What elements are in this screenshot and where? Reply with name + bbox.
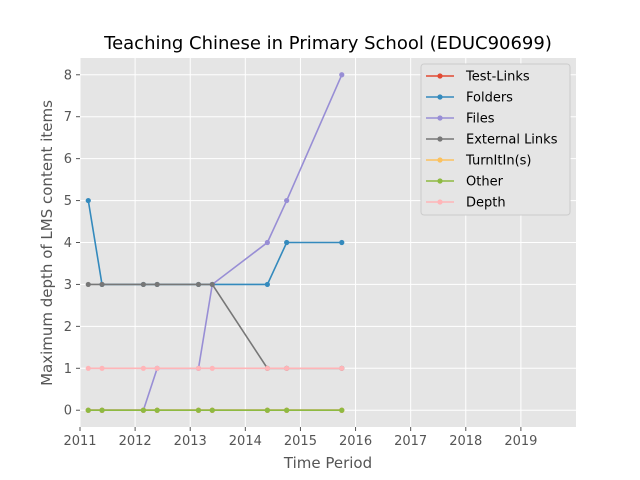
data-point bbox=[140, 365, 146, 371]
x-tick-label: 2014 bbox=[229, 434, 262, 449]
x-tick-label: 2018 bbox=[449, 434, 482, 449]
data-point bbox=[339, 72, 345, 78]
y-tick-label: 7 bbox=[64, 110, 72, 125]
legend-marker bbox=[437, 136, 443, 142]
y-tick-label: 5 bbox=[64, 194, 72, 209]
legend-box bbox=[420, 63, 571, 216]
data-point bbox=[195, 407, 202, 413]
x-axis-ticks: 2011 2012 2013 2014 2015 2016 2017 2018 2019 bbox=[63, 427, 537, 449]
legend-label: Folders bbox=[466, 91, 513, 106]
data-point bbox=[195, 281, 202, 288]
x-tick-label: 2012 bbox=[119, 434, 152, 449]
legend: Test-Links Folders Files External Links Turn… bbox=[420, 63, 571, 216]
data-point bbox=[99, 365, 105, 371]
data-point bbox=[99, 281, 105, 288]
x-tick-label: 2011 bbox=[63, 434, 96, 449]
series-layer bbox=[85, 72, 345, 413]
chart-title: Teaching Chinese in Primary School (EDUC… bbox=[103, 33, 552, 54]
data-point bbox=[339, 365, 345, 371]
legend-item: Test-Links bbox=[426, 70, 530, 85]
data-point bbox=[209, 365, 215, 371]
data-point bbox=[85, 197, 91, 204]
legend-marker bbox=[437, 73, 443, 79]
legend-item: Files bbox=[426, 112, 495, 127]
legend-label: Other bbox=[466, 175, 504, 190]
data-point bbox=[140, 407, 146, 413]
y-tick-label: 4 bbox=[64, 236, 72, 251]
legend-label: External Links bbox=[466, 133, 558, 148]
legend-item: Depth bbox=[426, 196, 506, 211]
data-point bbox=[264, 365, 270, 371]
y-tick-label: 3 bbox=[64, 278, 72, 293]
x-tick-label: 2013 bbox=[174, 434, 207, 449]
data-point bbox=[154, 281, 160, 288]
y-axis-ticks: 0 1 2 3 4 5 6 7 8 bbox=[64, 68, 80, 419]
y-tick-label: 1 bbox=[64, 362, 72, 377]
x-tick-label: 2017 bbox=[394, 434, 427, 449]
data-point bbox=[284, 365, 290, 371]
data-point bbox=[284, 239, 290, 246]
x-tick-label: 2016 bbox=[339, 434, 372, 449]
legend-item: External Links bbox=[426, 133, 558, 148]
legend-marker bbox=[437, 157, 443, 163]
legend-marker bbox=[437, 115, 443, 121]
data-point bbox=[284, 407, 290, 413]
x-tick-label: 2015 bbox=[284, 434, 317, 449]
legend-item: Folders bbox=[426, 91, 513, 106]
data-point bbox=[85, 365, 91, 371]
series-depth bbox=[85, 365, 345, 371]
data-point bbox=[154, 365, 160, 371]
x-tick-label: 2019 bbox=[504, 434, 537, 449]
series-other bbox=[85, 407, 345, 413]
legend-marker bbox=[437, 178, 443, 184]
data-point bbox=[195, 365, 202, 371]
data-point bbox=[264, 407, 270, 413]
data-point bbox=[99, 407, 105, 413]
data-point bbox=[85, 281, 91, 288]
data-point bbox=[339, 239, 345, 246]
y-tick-label: 0 bbox=[64, 404, 72, 419]
data-point bbox=[140, 281, 146, 288]
legend-label: TurnItIn(s) bbox=[465, 154, 531, 169]
data-point bbox=[209, 281, 215, 288]
legend-label: Depth bbox=[466, 196, 506, 211]
data-point bbox=[264, 239, 270, 246]
legend-item: TurnItIn(s) bbox=[426, 154, 531, 169]
legend-marker bbox=[437, 199, 443, 205]
data-point bbox=[209, 407, 215, 413]
data-point bbox=[264, 281, 270, 288]
x-axis-label: Time Period bbox=[283, 454, 372, 472]
data-point bbox=[154, 407, 160, 413]
y-tick-label: 2 bbox=[64, 320, 72, 335]
data-point bbox=[339, 407, 345, 413]
data-point bbox=[284, 197, 290, 204]
data-point bbox=[85, 407, 91, 413]
y-tick-label: 6 bbox=[64, 152, 72, 167]
legend-label: Files bbox=[466, 112, 495, 127]
y-axis-label: Maximum depth of LMS content items bbox=[38, 100, 56, 386]
legend-label: Test-Links bbox=[465, 70, 530, 85]
legend-item: Other bbox=[426, 175, 504, 190]
y-tick-label: 8 bbox=[64, 68, 72, 83]
legend-marker bbox=[437, 94, 443, 100]
